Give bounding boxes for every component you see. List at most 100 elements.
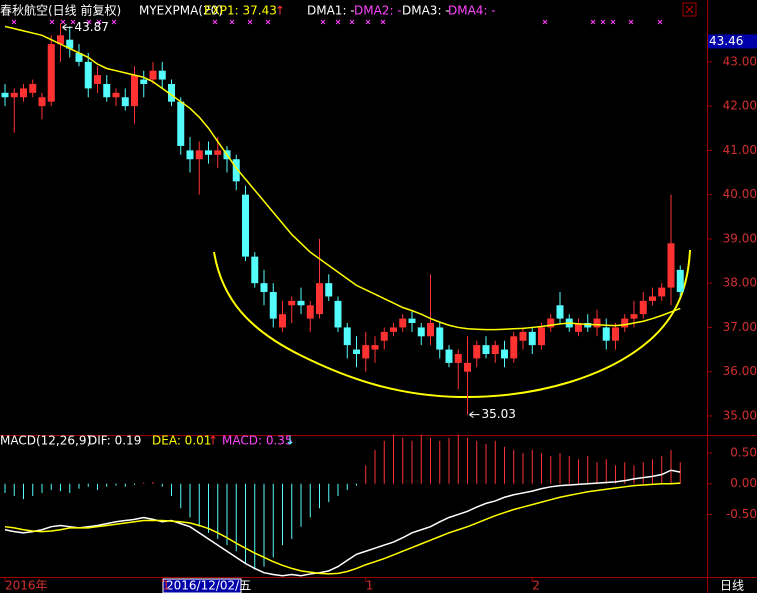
- y-tick-label: 36.00: [723, 364, 757, 378]
- candle-body: [408, 318, 416, 324]
- price-box: [708, 34, 757, 49]
- candle-body: [630, 314, 638, 319]
- candle-body: [612, 327, 619, 341]
- signal-marker: [96, 19, 102, 25]
- candle-body: [1, 92, 9, 98]
- cursor-date: 2016/12/02/五: [166, 579, 251, 593]
- candle-body: [667, 243, 675, 288]
- candle-body: [149, 70, 157, 80]
- candle-body: [195, 150, 203, 160]
- signal-marker: [111, 19, 117, 25]
- candle-body: [325, 283, 333, 297]
- candle-body: [168, 83, 175, 102]
- candle-body: [306, 305, 314, 319]
- candle-body: [10, 92, 18, 98]
- candle-body: [232, 159, 240, 182]
- candle-body: [519, 331, 527, 341]
- window-button[interactable]: [682, 2, 697, 17]
- signal-marker: [247, 19, 253, 25]
- signal-marker: [542, 19, 548, 25]
- annotation-label: 35.03: [482, 407, 516, 421]
- candle-body: [205, 150, 212, 155]
- y-tick-label: 35.00: [723, 408, 757, 422]
- period-label: 日线: [720, 579, 744, 593]
- signal-marker: [349, 19, 355, 25]
- signal-marker: [265, 19, 271, 25]
- candle-body: [343, 327, 351, 346]
- candle-body: [112, 92, 120, 98]
- candle-body: [186, 150, 194, 160]
- header-item: MYEXPMA(20): [139, 4, 223, 18]
- candle-body: [66, 39, 74, 49]
- y-tick-label: 37.00: [723, 320, 757, 334]
- candle-body: [38, 97, 46, 107]
- indicator-line: [4, 469, 681, 577]
- x-tick-label: 1: [366, 579, 374, 593]
- signal-marker: [60, 19, 66, 25]
- candle-body: [602, 327, 610, 341]
- indicator-line: [4, 482, 681, 575]
- candle-body: [575, 323, 582, 332]
- header-item: DMA3: -: [402, 4, 450, 18]
- x-tick-label: 1: [162, 579, 170, 593]
- candle-body: [288, 300, 296, 306]
- candle-body: [75, 52, 83, 62]
- header-item: MACD: 0.35: [222, 434, 293, 448]
- candle-body: [29, 83, 37, 93]
- signal-marker: [380, 19, 386, 25]
- signal-marker: [70, 19, 76, 25]
- candle-body: [417, 327, 425, 337]
- candle-body: [214, 150, 222, 155]
- candle-body: [269, 292, 277, 319]
- candle-body: [491, 345, 499, 354]
- y-tick-label: 40.00: [723, 187, 757, 201]
- y-tick-label: 0.00: [730, 476, 757, 490]
- header-item: ↑: [208, 434, 218, 448]
- candle-body: [658, 287, 666, 297]
- y-tick-label: 38.00: [723, 276, 757, 290]
- signal-marker: [335, 19, 341, 25]
- signal-marker: [49, 19, 55, 25]
- y-tick-label: 0.50: [730, 446, 757, 460]
- candle-body: [436, 327, 444, 350]
- header-item: DIF: 0.19: [88, 434, 141, 448]
- candle-body: [445, 349, 453, 363]
- header-item: ↑: [275, 4, 285, 18]
- candle-body: [538, 327, 545, 346]
- window-button-icon: [685, 5, 694, 14]
- candle-body: [556, 305, 564, 319]
- candle-body: [131, 75, 138, 107]
- candle-body: [510, 336, 518, 359]
- signal-marker: [11, 19, 17, 25]
- signal-marker: [365, 19, 371, 25]
- candle-body: [464, 362, 471, 372]
- candle-body: [20, 88, 27, 98]
- candle-body: [547, 318, 555, 328]
- candle-body: [297, 300, 305, 306]
- candle-body: [316, 283, 323, 315]
- candle-body: [103, 83, 111, 98]
- header-item: DMA1: -: [307, 4, 355, 18]
- cursor-date-box: [162, 578, 242, 593]
- candle-body: [593, 318, 601, 328]
- header-item: EXP1: 37.43: [204, 4, 277, 18]
- header-item: ↓: [285, 434, 295, 448]
- candle-body: [251, 256, 259, 284]
- candle-body: [399, 318, 407, 328]
- candle-body: [621, 318, 629, 328]
- candle-body: [353, 349, 360, 354]
- signal-marker: [212, 19, 218, 25]
- annotation-label: 43.87: [75, 20, 109, 34]
- x-tick-label: 2016年: [5, 579, 48, 593]
- candle-body: [649, 296, 656, 301]
- signal-marker: [657, 19, 663, 25]
- y-tick-label: 43.00: [723, 54, 757, 68]
- candle-body: [279, 314, 286, 328]
- annotation-arrowhead: [469, 411, 474, 419]
- y-tick-label: 42.00: [723, 99, 757, 113]
- signal-marker: [320, 19, 326, 25]
- signal-marker: [628, 19, 634, 25]
- header-item: DMA2: -: [354, 4, 402, 18]
